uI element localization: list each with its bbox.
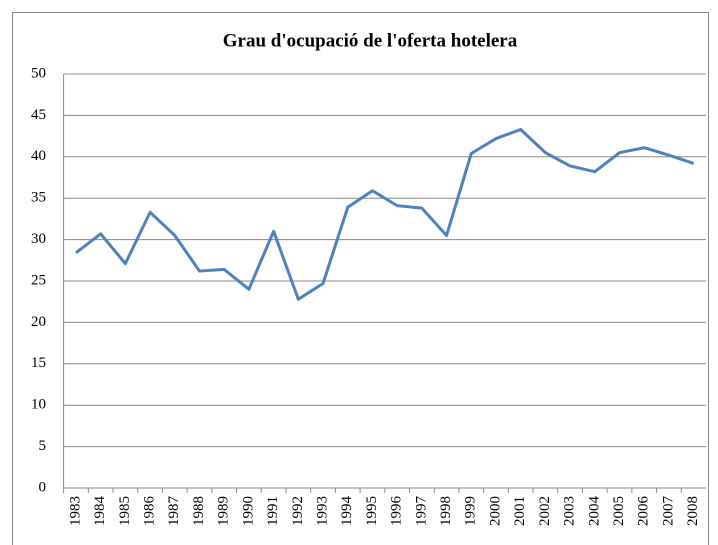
x-tick-label: 1988 — [191, 496, 207, 526]
x-tick-label: 2006 — [636, 496, 652, 527]
x-tick-label: 1983 — [67, 496, 83, 526]
x-tick-label: 1985 — [117, 496, 133, 526]
y-tick-label: 20 — [31, 314, 46, 330]
x-tick-label: 2007 — [660, 496, 676, 527]
y-tick-label: 40 — [31, 148, 46, 164]
y-tick-label: 0 — [39, 479, 47, 495]
chart-title: Grau d'ocupació de l'oferta hotelera — [223, 30, 518, 51]
chart-frame — [12, 12, 709, 545]
y-tick-label: 35 — [31, 190, 46, 206]
line — [75, 127, 695, 301]
y-tick-label: 10 — [31, 397, 46, 413]
y-tick-label: 5 — [39, 438, 47, 454]
x-tick-label: 1999 — [463, 496, 479, 526]
y-tick-label: 15 — [31, 355, 46, 371]
x-tick-label: 2004 — [586, 496, 602, 527]
x-tick-label: 1992 — [290, 496, 306, 526]
x-tick-label: 1994 — [339, 496, 355, 527]
x-tick-label: 2005 — [611, 496, 627, 526]
x-tick-label: 1987 — [166, 496, 182, 527]
x-tick-label: 1990 — [240, 496, 256, 526]
x-tick-label: 1984 — [92, 496, 108, 527]
x-tick-label: 1996 — [389, 496, 405, 527]
x-tick-label: 2000 — [487, 496, 503, 526]
y-tick-label: 50 — [31, 65, 46, 81]
x-tick-label: 1997 — [413, 496, 429, 527]
x-tick-label: 1998 — [438, 496, 454, 526]
x-tick-label: 1991 — [265, 496, 281, 526]
x-tick-label: 1995 — [364, 496, 380, 526]
x-tick-label: 2003 — [562, 496, 578, 526]
y-tick-label: 30 — [31, 231, 46, 247]
x-tick-label: 2008 — [685, 496, 701, 526]
x-tick-label: 1993 — [314, 496, 330, 526]
x-tick-label: 2002 — [537, 496, 553, 526]
x-tick-label: 1986 — [142, 496, 158, 527]
y-tick-label: 45 — [31, 107, 46, 123]
x-tick-label: 2001 — [512, 496, 528, 526]
x-tick-label: 1989 — [216, 496, 232, 526]
y-tick-label: 25 — [31, 272, 46, 288]
